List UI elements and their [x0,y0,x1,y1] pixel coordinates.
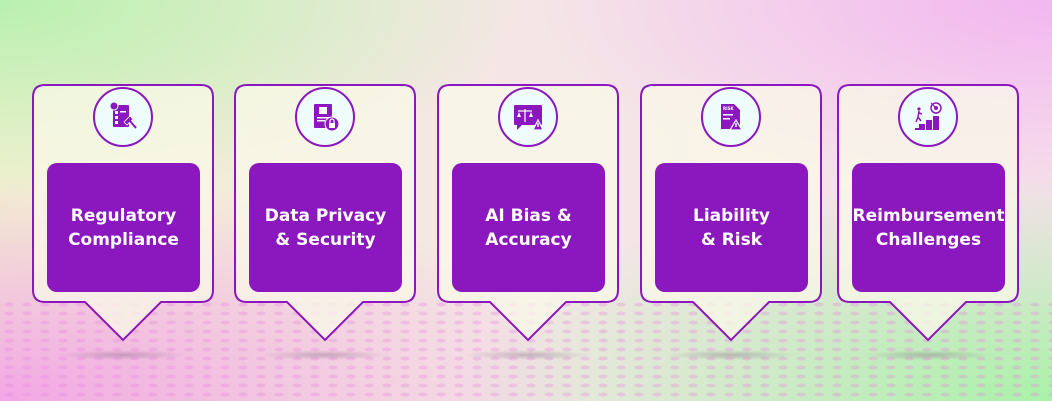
card-label-line: Reimbursement [852,205,1005,226]
card-label-line: Compliance [68,229,179,250]
card-label-line: Accuracy [485,229,572,250]
callout-card: Reimbursement Challenges [837,84,1019,342]
card-label-line: Data Privacy [264,205,387,226]
callout-card: Regulatory Compliance [32,84,214,342]
callout-card: AI Bias & Accuracy [437,84,619,342]
risk-document-warning-icon: RISK [701,87,761,147]
card-shadow [463,350,593,360]
callout-card: RISK Liability & Risk [640,84,822,342]
svg-text:RISK: RISK [723,106,734,111]
card-label-line: Challenges [875,229,982,250]
card-label-line: & Security [275,229,376,250]
card-label-line: & Risk [700,229,763,250]
stairs-target-icon [898,87,958,147]
card-label: Liability & Risk [655,163,808,292]
card-label-line: Liability [693,205,770,226]
card-label: Data Privacy & Security [249,163,402,292]
card-shadow [58,350,188,360]
callout-card: Data Privacy & Security [234,84,416,342]
card-label: Reimbursement Challenges [852,163,1005,292]
compliance-checklist-gavel-icon [93,87,153,147]
card-label: Regulatory Compliance [47,163,200,292]
card-label-line: AI Bias & [485,205,572,226]
privacy-document-lock-icon [295,87,355,147]
card-label: AI Bias & Accuracy [452,163,605,292]
card-shadow [260,350,390,360]
scale-warning-icon [498,87,558,147]
card-shadow [666,350,796,360]
card-shadow [863,350,993,360]
card-label-line: Regulatory [70,205,177,226]
